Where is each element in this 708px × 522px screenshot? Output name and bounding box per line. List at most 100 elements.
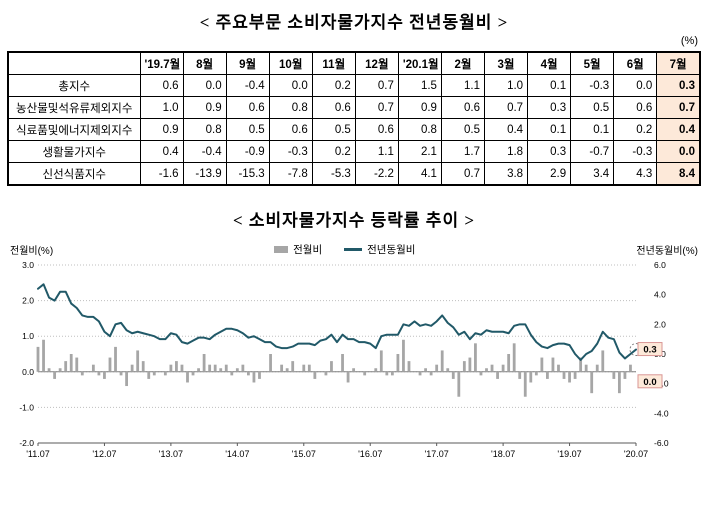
column-header: 4월	[527, 51, 572, 75]
legend-item-mom: 전월비	[274, 242, 322, 257]
table-cell: 0.7	[354, 96, 399, 119]
svg-text:6.0: 6.0	[654, 260, 666, 270]
chart-section-title: < 소비자물가지수 등락률 추이 >	[232, 211, 476, 230]
table-cell: -5.3	[311, 162, 356, 186]
bar-swatch-icon	[274, 246, 289, 253]
table-cell: 0.1	[527, 74, 572, 97]
table-cell: -0.7	[570, 140, 615, 163]
table-cell: 0.7	[440, 162, 486, 186]
table-cell: -7.8	[268, 162, 313, 186]
row-header: 신선식품지수	[7, 162, 141, 186]
cpi-table-head: '19.7월 8월 9월 10월 11월 12월 '20.1월 2월 3월 4월 5월 6월 7월	[7, 51, 701, 75]
svg-text:'12.07: '12.07	[92, 449, 116, 459]
row-header: 식료품및에너지제외지수	[7, 118, 141, 141]
column-header: 5월	[570, 51, 615, 75]
column-header: 6월	[613, 51, 658, 75]
svg-text:-2.0: -2.0	[19, 438, 34, 448]
table-cell: -0.3	[613, 140, 658, 163]
table-cell: 2.1	[397, 140, 442, 163]
table-cell: 0.6	[311, 96, 356, 119]
svg-text:'20.07: '20.07	[624, 449, 648, 459]
table-cell: -2.2	[354, 162, 399, 186]
svg-text:1.0: 1.0	[22, 331, 34, 341]
table-corner	[7, 51, 141, 75]
svg-text:'14.07: '14.07	[225, 449, 249, 459]
table-cell: 4.3	[613, 162, 658, 186]
right-axis-label: 전년동월비(%)	[636, 246, 698, 257]
x-axis-ticks: '11.07 '12.07 '13.07 '14.07 '15.07 '16.07 '17.…	[26, 443, 648, 459]
legend-yoy-label: 전년동월비	[367, 244, 416, 256]
table-cell: -0.3	[570, 74, 615, 97]
table-cell: 0.2	[613, 118, 658, 141]
table-cell: 0.6	[268, 118, 313, 141]
column-header: 12월	[354, 51, 399, 75]
column-header: 7월	[656, 51, 701, 75]
table-cell: 0.2	[311, 140, 356, 163]
table-cell: 0.5	[440, 118, 486, 141]
row-header: 총지수	[7, 74, 141, 97]
table-cell: 0.0	[182, 74, 227, 97]
table-cell: -15.3	[225, 162, 270, 186]
column-header: 2월	[440, 51, 486, 75]
table-cell: 0.0	[268, 74, 313, 97]
table-cell: 0.0	[656, 140, 701, 163]
line-swatch-icon	[344, 248, 363, 251]
svg-text:3.0: 3.0	[22, 260, 34, 270]
table-cell: 0.4	[483, 118, 529, 141]
svg-text:4.0: 4.0	[654, 290, 666, 300]
table-cell: -0.4	[182, 140, 227, 163]
table-row: 총지수 0.6 0.0 -0.4 0.0 0.2 0.7 1.5 1.1 1.0 0.1 -0.3 0.…	[7, 74, 701, 97]
table-cell: 1.5	[397, 74, 442, 97]
table-row: 농산물및석유류제외지수 1.0 0.9 0.6 0.8 0.6 0.7 0.9 0.6 0.7 0.…	[7, 96, 701, 119]
cpi-table-body: 총지수 0.6 0.0 -0.4 0.0 0.2 0.7 1.5 1.1 1.0 0.1 -0.3 0.…	[7, 74, 701, 186]
value-callout: 0.0	[637, 374, 663, 389]
yoy-line	[37, 283, 637, 361]
svg-text:'13.07: '13.07	[159, 449, 183, 459]
column-header: 8월	[182, 51, 227, 75]
table-cell: 8.4	[656, 162, 701, 186]
svg-text:-6.0: -6.0	[654, 438, 669, 448]
column-header: 9월	[225, 51, 270, 75]
table-cell: 0.9	[139, 118, 184, 141]
table-cell: 0.6	[440, 96, 486, 119]
svg-text:-4.0: -4.0	[654, 408, 669, 418]
svg-text:2.0: 2.0	[654, 319, 666, 329]
unit-label: (%)	[680, 35, 698, 47]
svg-text:'16.07: '16.07	[358, 449, 382, 459]
svg-text:-1.0: -1.0	[19, 402, 34, 412]
table-cell: 0.9	[397, 96, 442, 119]
row-header: 생활물가지수	[7, 140, 141, 163]
column-header: '20.1월	[397, 51, 442, 75]
table-cell: 0.8	[182, 118, 227, 141]
svg-text:'18.07: '18.07	[491, 449, 515, 459]
svg-text:'11.07: '11.07	[26, 449, 50, 459]
table-cell: 1.8	[483, 140, 529, 163]
chart-legend: 전월비 전년동월비	[274, 242, 415, 257]
table-cell: -13.9	[182, 162, 227, 186]
table-cell: 0.8	[268, 96, 313, 119]
legend-item-yoy: 전년동월비	[344, 242, 415, 257]
chart-header: 전월비(%) 전월비 전년동월비 전년동월비(%)	[8, 237, 700, 257]
table-cell: 0.9	[182, 96, 227, 119]
table-cell: 0.6	[139, 74, 184, 97]
left-axis-ticks: 3.0 2.0 1.0 0.0 -1.0 -2.0	[19, 260, 34, 448]
row-header: 농산물및석유류제외지수	[7, 96, 141, 119]
table-cell: 1.1	[440, 74, 486, 97]
column-header: 3월	[483, 51, 529, 75]
svg-text:'19.07: '19.07	[557, 449, 581, 459]
gridlines	[38, 264, 636, 444]
table-cell: 1.1	[354, 140, 399, 163]
table-cell: 0.6	[354, 118, 399, 141]
left-axis-label: 전월비(%)	[10, 246, 54, 257]
table-cell: 0.5	[225, 118, 270, 141]
table-cell: 0.7	[483, 96, 529, 119]
table-cell: 0.7	[354, 74, 399, 97]
column-header: 11월	[311, 51, 356, 75]
svg-text:2.0: 2.0	[22, 296, 34, 306]
table-cell: 3.8	[483, 162, 529, 186]
table-cell: 0.3	[656, 74, 701, 97]
svg-text:'15.07: '15.07	[292, 449, 316, 459]
table-cell: 0.8	[397, 118, 442, 141]
table-cell: 0.6	[225, 96, 270, 119]
